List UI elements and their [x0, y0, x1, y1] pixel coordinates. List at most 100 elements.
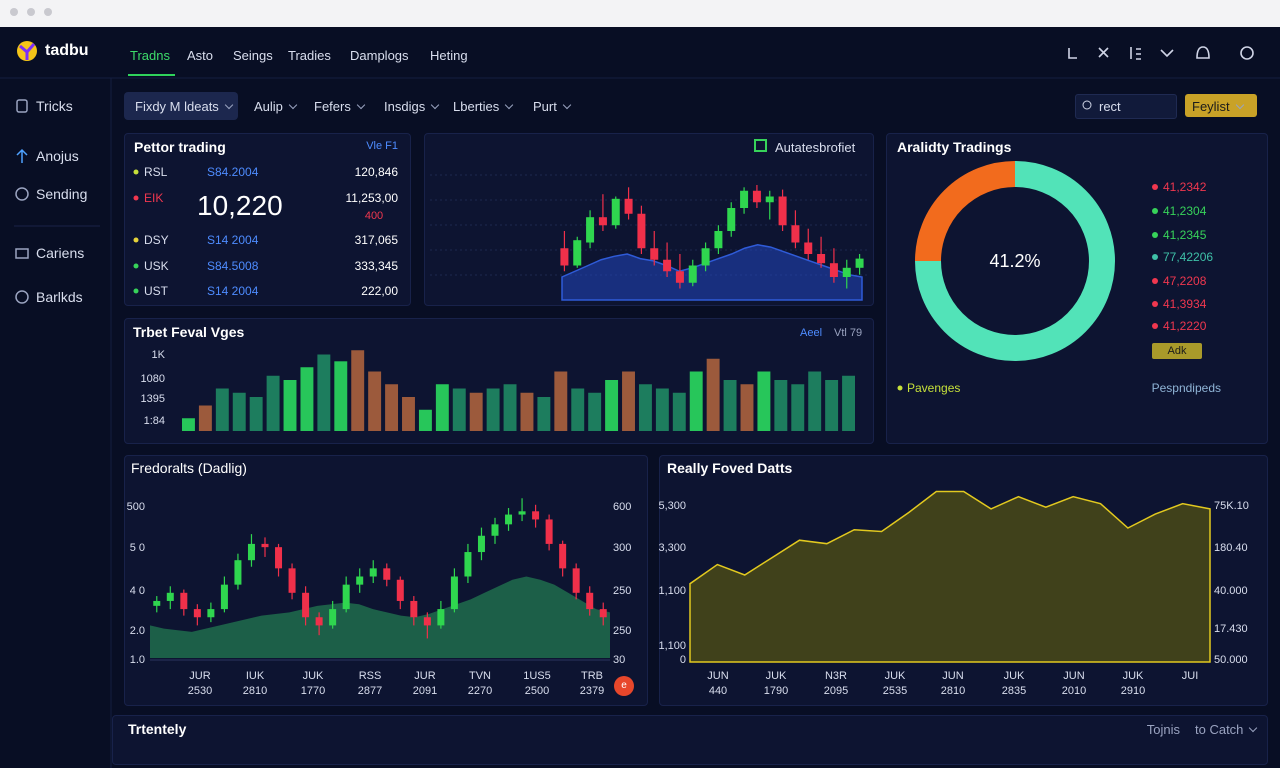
action-button-label[interactable]: Feylist: [1192, 100, 1243, 113]
badge-label: e: [621, 680, 627, 691]
candle-body: [491, 524, 499, 536]
sidebar-item[interactable]: Barlkds: [36, 289, 83, 305]
search-text[interactable]: rect: [1099, 98, 1121, 114]
filter-chip[interactable]: Purt: [533, 100, 570, 113]
candle-body: [166, 592, 174, 601]
sidebar-item[interactable]: Sending: [36, 186, 88, 202]
x-tick-label: RSS: [358, 669, 382, 682]
filter-chip[interactable]: Insdigs: [384, 100, 438, 113]
candle-body: [275, 547, 283, 569]
filter-chip[interactable]: Fixdy M ldeats: [135, 100, 232, 113]
candle-body: [714, 231, 723, 249]
sidebar-item[interactable]: Tricks: [36, 98, 73, 114]
bar: [266, 375, 280, 431]
y-tick-label: 40.000: [1214, 584, 1248, 597]
brand-name: tadbu: [45, 42, 89, 59]
footer-title: Trtentely: [128, 721, 187, 737]
x-tick-label: JUK: [1122, 669, 1144, 682]
x-tick-label: 2500: [524, 684, 550, 697]
footer-link[interactable]: Tojnis: [1146, 721, 1180, 737]
candle-body: [396, 579, 404, 601]
panel-link[interactable]: Vle F1: [366, 139, 398, 152]
y-tick-label: 5,300: [658, 499, 686, 512]
nav-tab[interactable]: Heting: [430, 47, 468, 63]
filter-chip[interactable]: Lberties: [453, 100, 512, 113]
legend-dot: [1152, 301, 1158, 307]
legend-label: 41,2304: [1163, 204, 1207, 218]
candle-body: [586, 217, 595, 243]
candle-body: [288, 568, 296, 593]
bar: [622, 371, 635, 431]
legend-label: 41,2345: [1163, 228, 1207, 242]
legend-label: 47,2208: [1163, 274, 1207, 288]
bar: [215, 388, 229, 431]
bar: [791, 384, 805, 431]
x-tick-label: N3R: [824, 669, 848, 682]
footer-link[interactable]: to Catch: [1195, 723, 1256, 736]
candle-body: [261, 543, 269, 548]
donut-badge[interactable]: [1152, 343, 1202, 359]
bar: [283, 380, 297, 431]
candle-body: [572, 568, 580, 593]
bar: [300, 367, 314, 431]
candle-body: [688, 265, 697, 283]
x-tick-label: JUR: [414, 669, 436, 682]
y-tick-label: 1,100: [658, 639, 686, 652]
candle-body: [180, 592, 188, 610]
bar: [469, 392, 483, 431]
x-tick-label: 2910: [1120, 684, 1146, 697]
area-fill: [689, 490, 1211, 663]
donut-segment: [915, 161, 1016, 262]
legend-label: 41,2342: [1163, 180, 1207, 194]
filter-chip[interactable]: Fefers: [314, 100, 364, 113]
y-tick-label: 1395: [140, 392, 165, 405]
bar: [808, 371, 822, 431]
legend-dot: [1152, 232, 1158, 238]
y-tick-label: 2.0: [129, 624, 145, 637]
symbol-code: S84.5008: [207, 259, 259, 273]
x-tick-label: 440: [708, 684, 728, 697]
nav-tab[interactable]: Asto: [187, 47, 214, 63]
legend-item: Vtl 79: [834, 326, 863, 339]
x-tick-label: 2091: [412, 684, 438, 697]
bar: [418, 409, 432, 431]
donut-badge-label: Adk: [1167, 344, 1187, 357]
y-tick-label: 0: [679, 653, 686, 666]
search-box[interactable]: [1075, 94, 1177, 119]
candle-body: [817, 254, 826, 264]
x-tick-label: 1770: [300, 684, 326, 697]
bar: [740, 384, 754, 431]
candle-body: [505, 514, 513, 525]
x-tick-label: JUR: [189, 669, 211, 682]
panel-title: Trbet Feval Vges: [133, 324, 245, 340]
candle-body: [560, 248, 569, 266]
bar: [435, 384, 449, 431]
candle-body: [315, 617, 323, 626]
candle-body: [532, 511, 540, 520]
filter-chip[interactable]: Aulip: [254, 100, 296, 113]
candle-body: [701, 248, 710, 266]
candle-body: [637, 213, 646, 249]
nav-tab[interactable]: Tradns: [130, 47, 170, 63]
status-dot: [133, 263, 139, 269]
status-dot: [133, 169, 139, 175]
candle-body: [778, 196, 787, 226]
candle-body: [559, 543, 567, 569]
y-tick-label: 3,300: [658, 541, 686, 554]
candle-body: [342, 584, 350, 610]
y-tick-label: 250: [613, 584, 632, 597]
sidebar-item[interactable]: Cariens: [36, 245, 85, 261]
candle-body: [193, 609, 201, 618]
nav-tab[interactable]: Tradies: [288, 47, 331, 63]
nav-tab[interactable]: Seings: [233, 47, 273, 63]
symbol-value: 317,065: [354, 233, 398, 247]
legend-label: 41,3934: [1163, 297, 1207, 311]
nav-tab[interactable]: Damplogs: [350, 47, 409, 63]
candle-body: [791, 225, 800, 243]
candle-body: [153, 600, 161, 606]
candle-body: [599, 609, 607, 618]
sidebar-item[interactable]: Anojus: [36, 148, 79, 164]
x-tick-label: JUN: [942, 669, 964, 682]
bar: [317, 354, 331, 431]
